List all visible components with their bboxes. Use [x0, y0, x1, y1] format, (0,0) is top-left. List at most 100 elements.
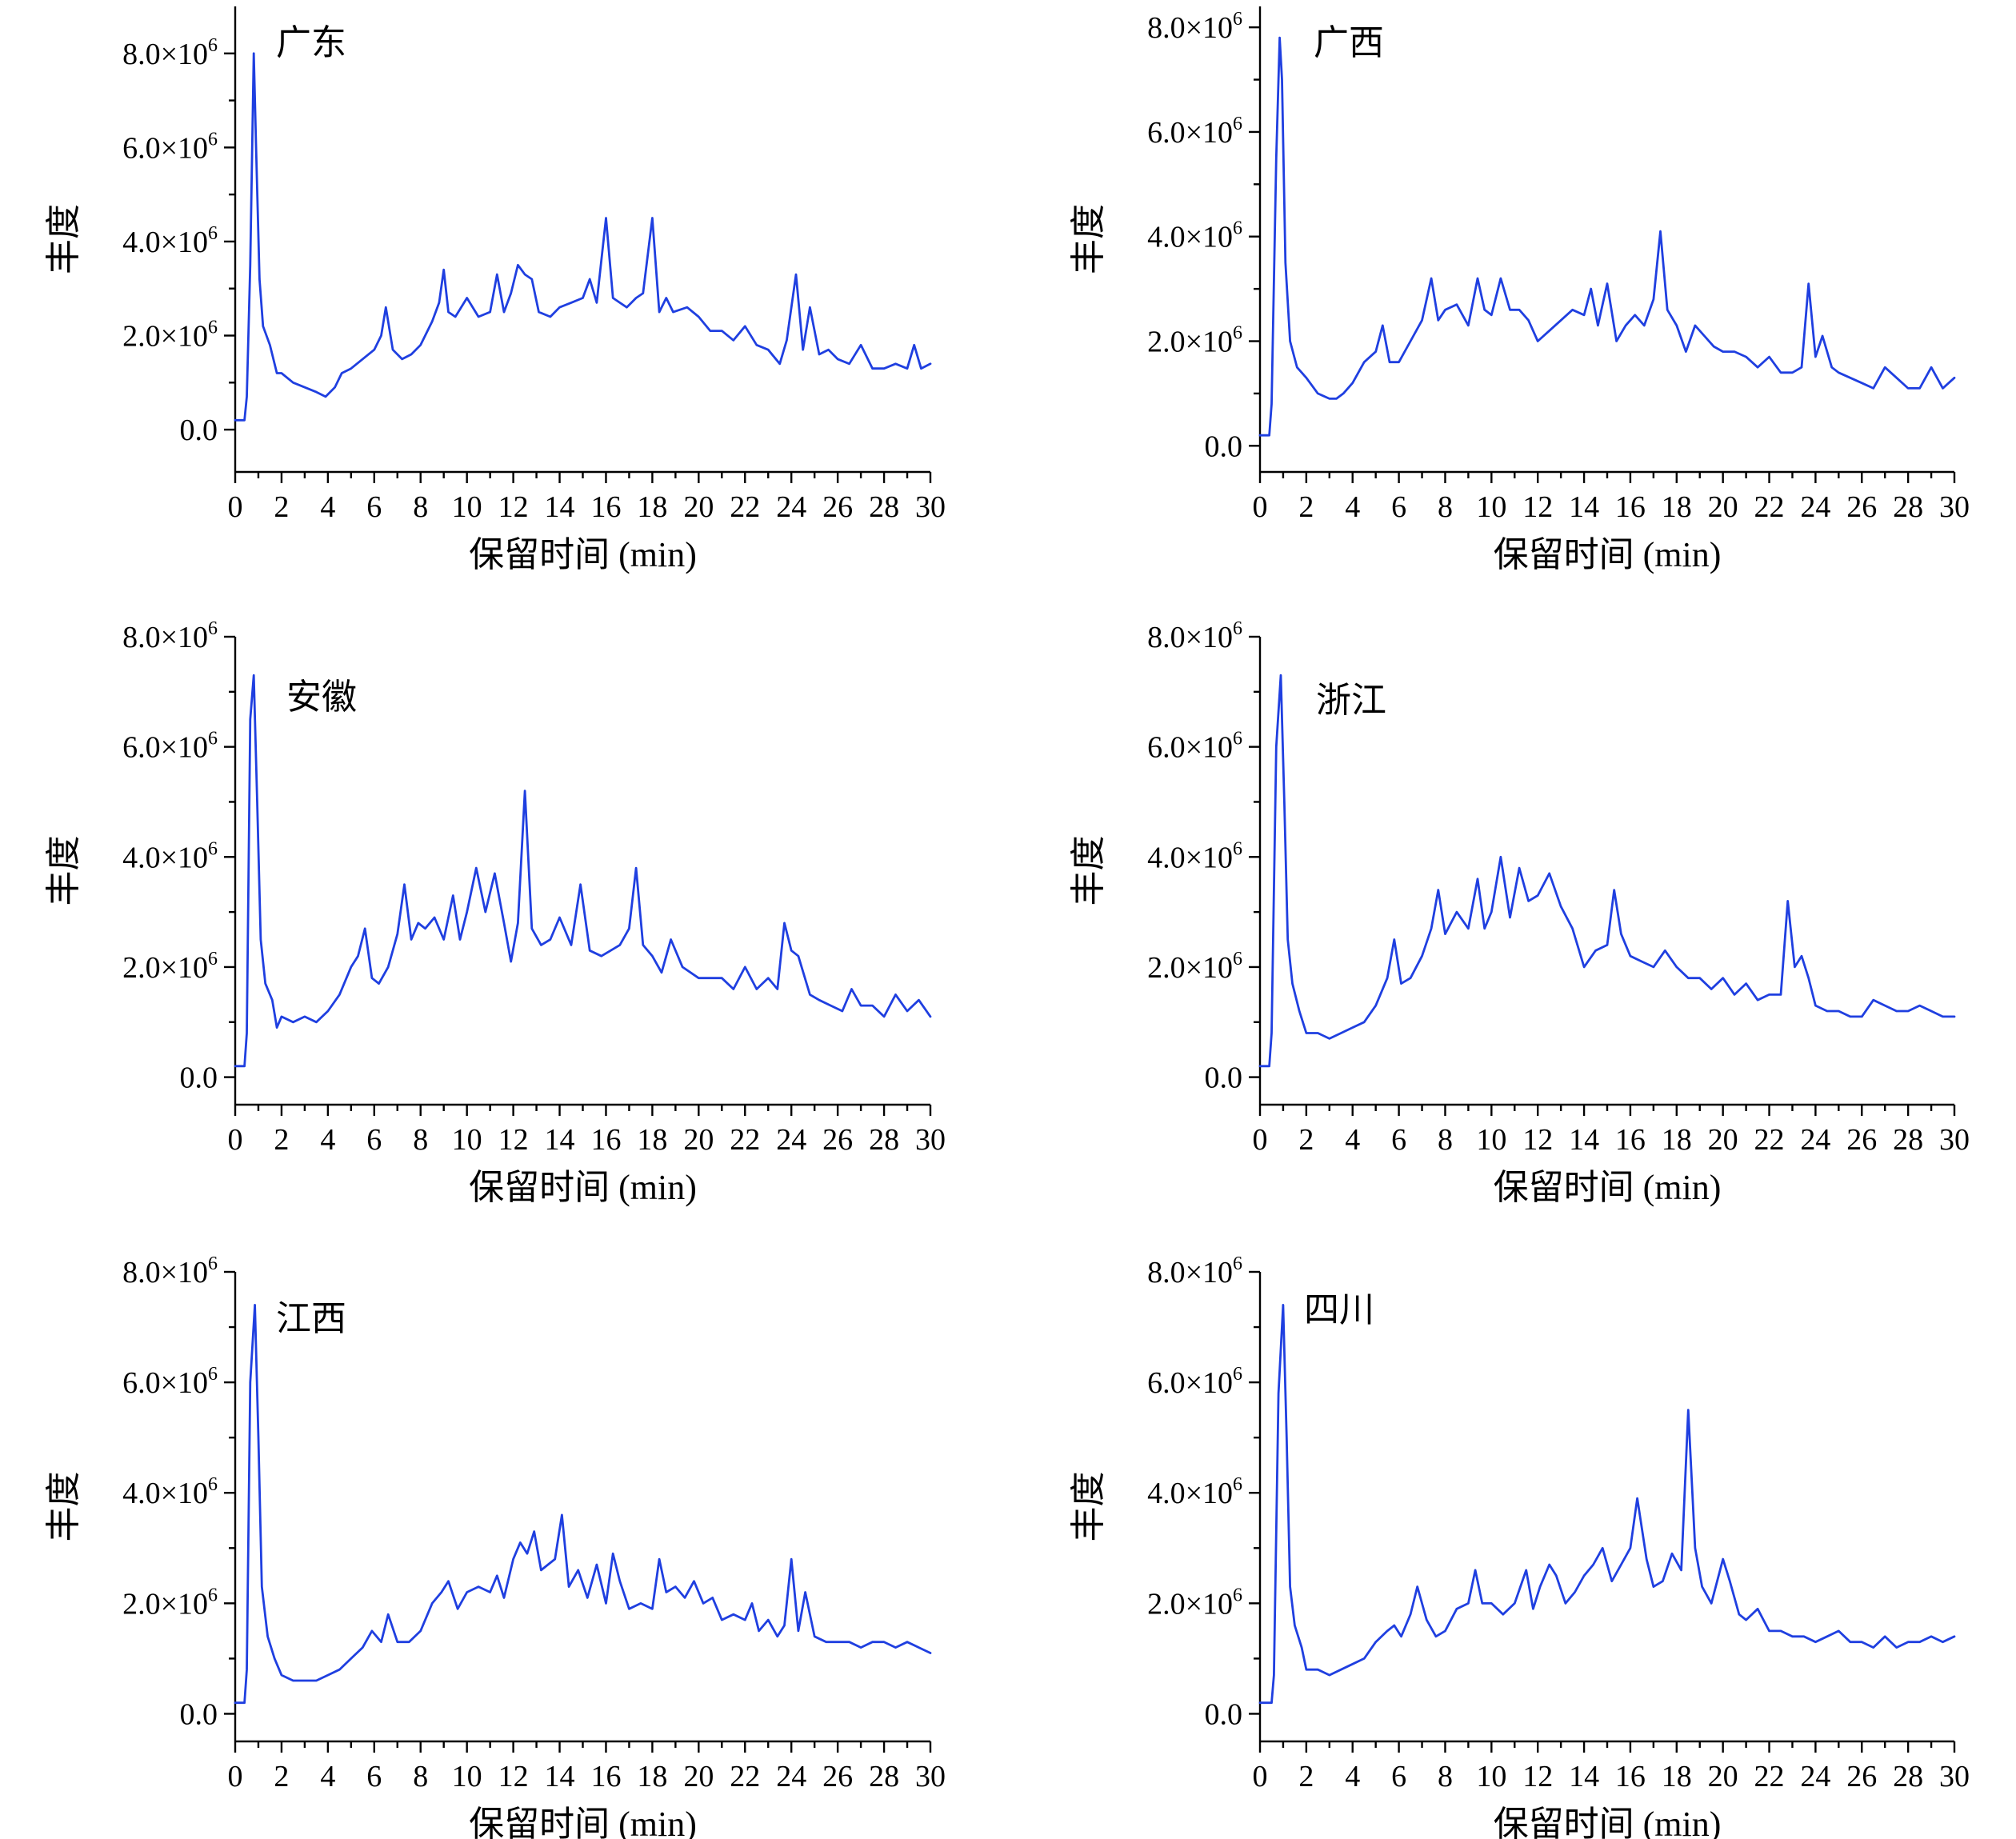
x-tick-label: 22: [1754, 1760, 1785, 1793]
x-tick-label: 26: [1846, 1760, 1877, 1793]
x-tick-label: 0: [1253, 490, 1268, 524]
y-axis-label: 丰度: [44, 204, 83, 274]
chromatogram-line: [234, 52, 932, 422]
panel-label: 浙江: [1316, 681, 1386, 720]
x-axis-label: 保留时间 (min): [1494, 1168, 1722, 1207]
x-tick-label: 10: [1476, 1760, 1506, 1793]
panel-label: 广西: [1314, 23, 1384, 62]
x-tick-label: 14: [1569, 1123, 1599, 1157]
x-tick-label: 10: [1476, 490, 1506, 524]
y-tick-label: 8.0×106: [122, 35, 218, 71]
x-tick-label: 6: [1391, 490, 1406, 524]
x-tick-label: 16: [590, 1760, 621, 1793]
x-axis-label: 保留时间 (min): [1494, 1805, 1722, 1839]
x-tick-label: 0: [228, 1123, 243, 1157]
x-tick-label: 20: [1708, 1123, 1738, 1157]
y-axis-label: 丰度: [44, 836, 83, 906]
x-tick-label: 26: [1846, 1123, 1877, 1157]
x-tick-label: 18: [637, 1760, 667, 1793]
x-tick-label: 16: [1615, 490, 1646, 524]
y-axis-label: 丰度: [1069, 1472, 1108, 1542]
chart-panel: 0 2 4 6 8 10 12 14 16 18 20 22 24 26 28 300.02.0×1064.0…: [1069, 618, 1970, 1207]
x-tick-label: 4: [1345, 1760, 1360, 1793]
x-tick-label: 12: [498, 490, 529, 524]
x-tick-label: 16: [590, 490, 621, 524]
x-tick-label: 18: [1662, 490, 1692, 524]
x-tick-label: 28: [869, 490, 899, 524]
x-axis-label: 保留时间 (min): [469, 535, 697, 574]
x-tick-label: 8: [413, 1123, 428, 1157]
x-tick-label: 2: [1298, 1760, 1314, 1793]
x-tick-label: 2: [274, 1123, 289, 1157]
x-tick-label: 28: [1893, 1123, 1923, 1157]
x-tick-label: 4: [320, 1123, 335, 1157]
x-tick-label: 18: [1662, 1760, 1692, 1793]
x-tick-label: 4: [320, 1760, 335, 1793]
x-axis-label: 保留时间 (min): [1494, 535, 1722, 574]
x-tick-label: 10: [452, 490, 482, 524]
y-tick-label: 2.0×106: [122, 1585, 218, 1621]
panel-label: 安徽: [286, 678, 357, 717]
y-tick-label: 2.0×106: [122, 318, 218, 354]
x-tick-label: 6: [1391, 1123, 1406, 1157]
y-axis-label: 丰度: [1069, 204, 1108, 274]
x-tick-label: 14: [1569, 1760, 1599, 1793]
x-tick-label: 20: [683, 1123, 714, 1157]
y-tick-label: 8.0×106: [1147, 618, 1242, 654]
y-tick-label: 0.0: [1205, 1697, 1243, 1731]
y-tick-label: 8.0×106: [1147, 9, 1242, 45]
y-tick-label: 8.0×106: [122, 1253, 218, 1289]
x-tick-label: 8: [1438, 1123, 1453, 1157]
x-tick-label: 4: [1345, 490, 1360, 524]
x-axis-label: 保留时间 (min): [469, 1805, 697, 1839]
x-axis-label: 保留时间 (min): [469, 1168, 697, 1207]
x-tick-label: 4: [320, 490, 335, 524]
x-tick-label: 30: [1939, 1123, 1970, 1157]
x-tick-label: 28: [1893, 490, 1923, 524]
y-tick-label: 4.0×106: [1147, 838, 1242, 874]
chart-panel: 0 2 4 6 8 10 12 14 16 18 20 22 24 26 28 300.02.0×1064.0…: [44, 1253, 946, 1839]
x-tick-label: 30: [915, 1760, 946, 1793]
chart-panel: 0 2 4 6 8 10 12 14 16 18 20 22 24 26 28 300.02.0×1064.0…: [44, 618, 946, 1207]
x-tick-label: 16: [1615, 1123, 1646, 1157]
y-tick-label: 0.0: [180, 414, 218, 447]
y-tick-label: 6.0×106: [122, 1364, 218, 1400]
x-tick-label: 20: [683, 1760, 714, 1793]
x-tick-label: 22: [730, 490, 760, 524]
y-tick-label: 6.0×106: [1147, 114, 1242, 150]
x-tick-label: 18: [637, 1123, 667, 1157]
y-tick-label: 6.0×106: [122, 129, 218, 165]
y-tick-label: 2.0×106: [1147, 949, 1242, 985]
y-tick-label: 0.0: [1205, 430, 1243, 463]
chart-panel: 0 2 4 6 8 10 12 14 16 18 20 22 24 26 28 300.02.0×1064.0…: [44, 6, 946, 574]
y-tick-label: 0.0: [180, 1061, 218, 1095]
x-tick-label: 18: [637, 490, 667, 524]
chart-panel: 0 2 4 6 8 10 12 14 16 18 20 22 24 26 28 300.02.0×1064.0…: [1069, 1253, 1970, 1839]
x-tick-label: 26: [822, 490, 853, 524]
y-tick-label: 6.0×106: [1147, 1364, 1242, 1400]
x-tick-label: 12: [1522, 1760, 1553, 1793]
x-tick-label: 2: [1298, 1123, 1314, 1157]
x-tick-label: 8: [1438, 1760, 1453, 1793]
y-tick-label: 6.0×106: [1147, 729, 1242, 765]
y-tick-label: 4.0×106: [122, 838, 218, 874]
panel-label: 江西: [276, 1299, 346, 1338]
x-tick-label: 30: [915, 490, 946, 524]
x-tick-label: 24: [776, 1123, 806, 1157]
x-tick-label: 2: [274, 1760, 289, 1793]
y-tick-label: 2.0×106: [1147, 1585, 1242, 1621]
x-tick-label: 14: [545, 490, 575, 524]
y-axis-label: 丰度: [1069, 836, 1108, 906]
x-tick-label: 12: [1522, 490, 1553, 524]
y-tick-label: 4.0×106: [1147, 1474, 1242, 1510]
x-tick-label: 20: [1708, 1760, 1738, 1793]
x-tick-label: 30: [915, 1123, 946, 1157]
y-tick-label: 4.0×106: [122, 223, 218, 259]
chromatogram-line: [234, 1304, 932, 1705]
panel-label: 四川: [1304, 1290, 1374, 1329]
y-tick-label: 4.0×106: [1147, 218, 1242, 254]
y-axis-label: 丰度: [44, 1472, 83, 1542]
x-tick-label: 24: [776, 1760, 806, 1793]
x-tick-label: 28: [869, 1123, 899, 1157]
